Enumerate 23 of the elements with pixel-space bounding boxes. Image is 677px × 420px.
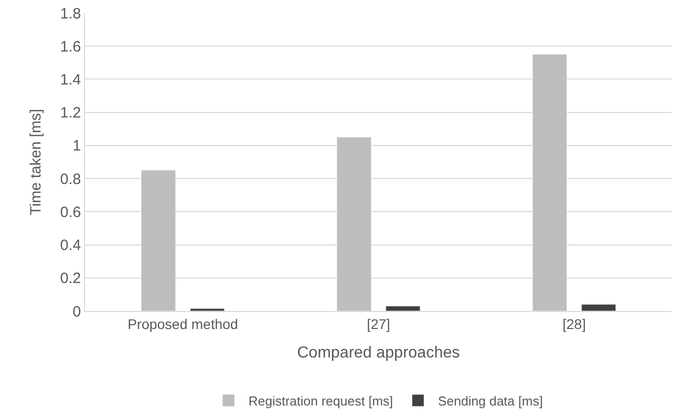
legend-label: Sending data [ms] [438,394,543,409]
legend-label: Registration request [ms] [248,394,394,409]
x-tick-label: [27] [366,316,390,332]
bar [190,308,225,311]
y-tick-label: 1.8 [60,5,81,22]
bar [141,170,176,311]
x-tick-label: [28] [562,316,586,332]
bar [336,136,372,311]
y-tick-label: 1.2 [60,104,81,122]
y-tick-label: 0 [72,303,81,320]
x-tick-label: Proposed method [128,316,238,332]
y-tick-label: 0.2 [60,270,81,288]
y-tick-label: 0.6 [60,204,81,221]
bar [581,304,616,311]
y-tick-label: 1.4 [60,71,81,88]
bar [386,306,420,311]
y-tick-label: 1 [72,138,81,155]
y-tick-label: 0.8 [60,170,81,188]
y-axis-title: Time taken [ms] [27,108,44,216]
y-tick-label: 0.4 [60,237,81,254]
x-axis-title: Compared approaches [297,344,460,362]
bar [532,54,568,311]
y-tick-label: 1.6 [60,38,81,56]
